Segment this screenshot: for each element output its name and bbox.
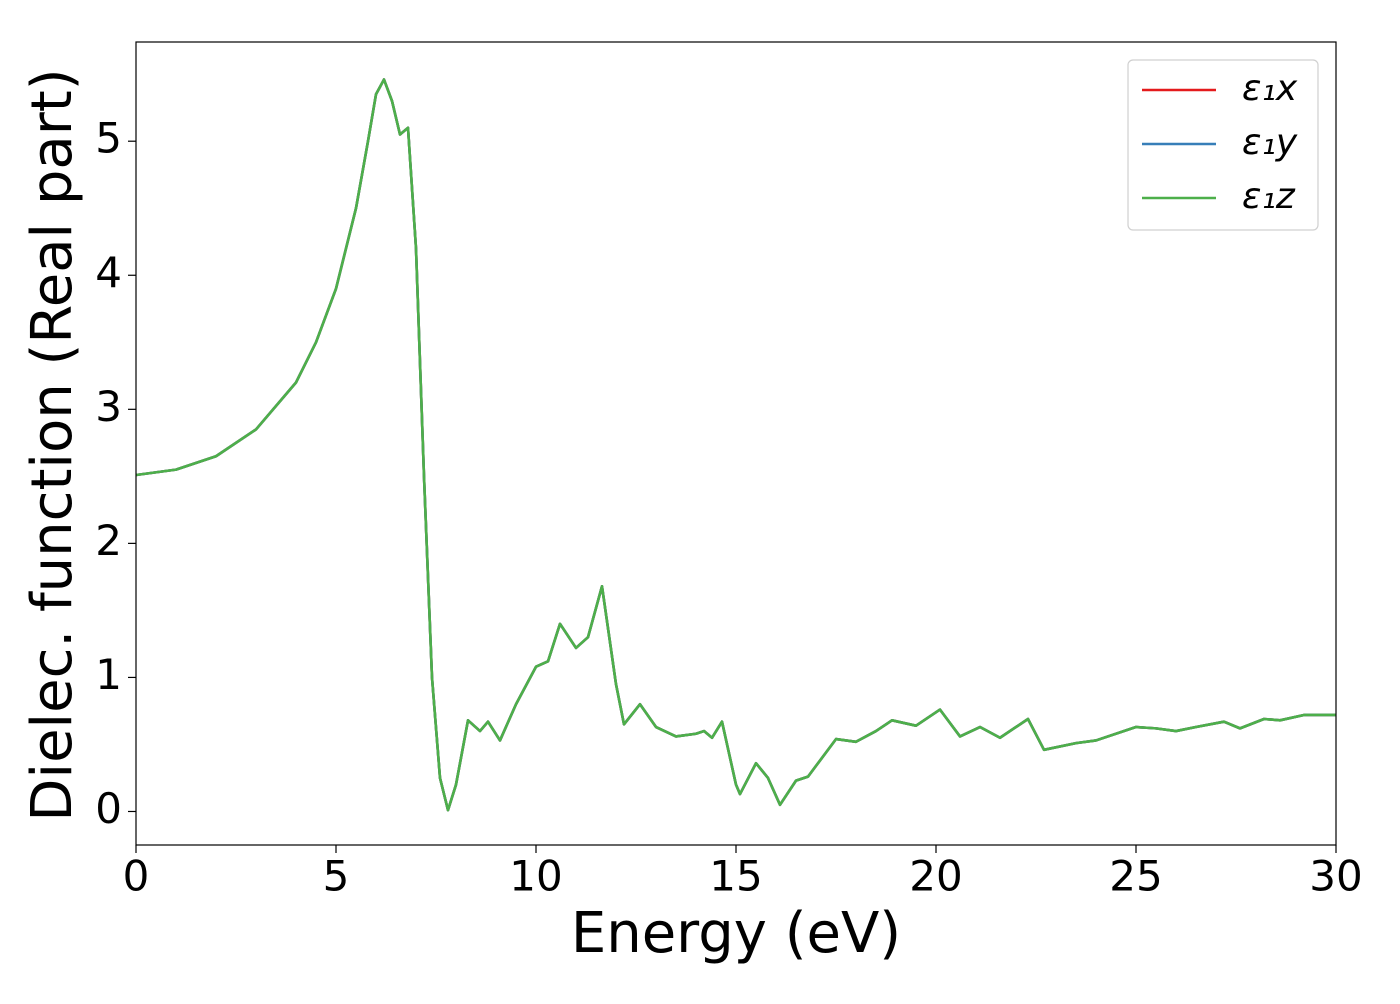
x-tick-label: 0 (123, 852, 150, 901)
y-tick-label: 0 (95, 784, 122, 833)
x-tick-label: 30 (1309, 852, 1362, 901)
x-axis-label: Energy (eV) (571, 901, 901, 966)
y-tick-label: 4 (95, 248, 122, 297)
legend-label: ε₁z (1242, 176, 1296, 217)
y-tick-label: 3 (95, 382, 122, 431)
x-tick-label: 15 (709, 852, 762, 901)
series-line (136, 78, 1336, 812)
y-axis-label: Dielec. function (Real part) (20, 68, 85, 821)
x-tick-label: 5 (323, 852, 350, 901)
x-tick-label: 20 (909, 852, 962, 901)
x-tick-label: 10 (509, 852, 562, 901)
y-tick-label: 2 (95, 516, 122, 565)
legend-box (1127, 59, 1319, 231)
y-tick-label: 1 (95, 650, 122, 699)
plot-frame (135, 41, 1337, 846)
x-tick-label: 25 (1109, 852, 1162, 901)
y-tick-label: 5 (95, 114, 122, 163)
legend-label: ε₁x (1242, 68, 1298, 109)
legend-label: ε₁y (1242, 122, 1298, 163)
